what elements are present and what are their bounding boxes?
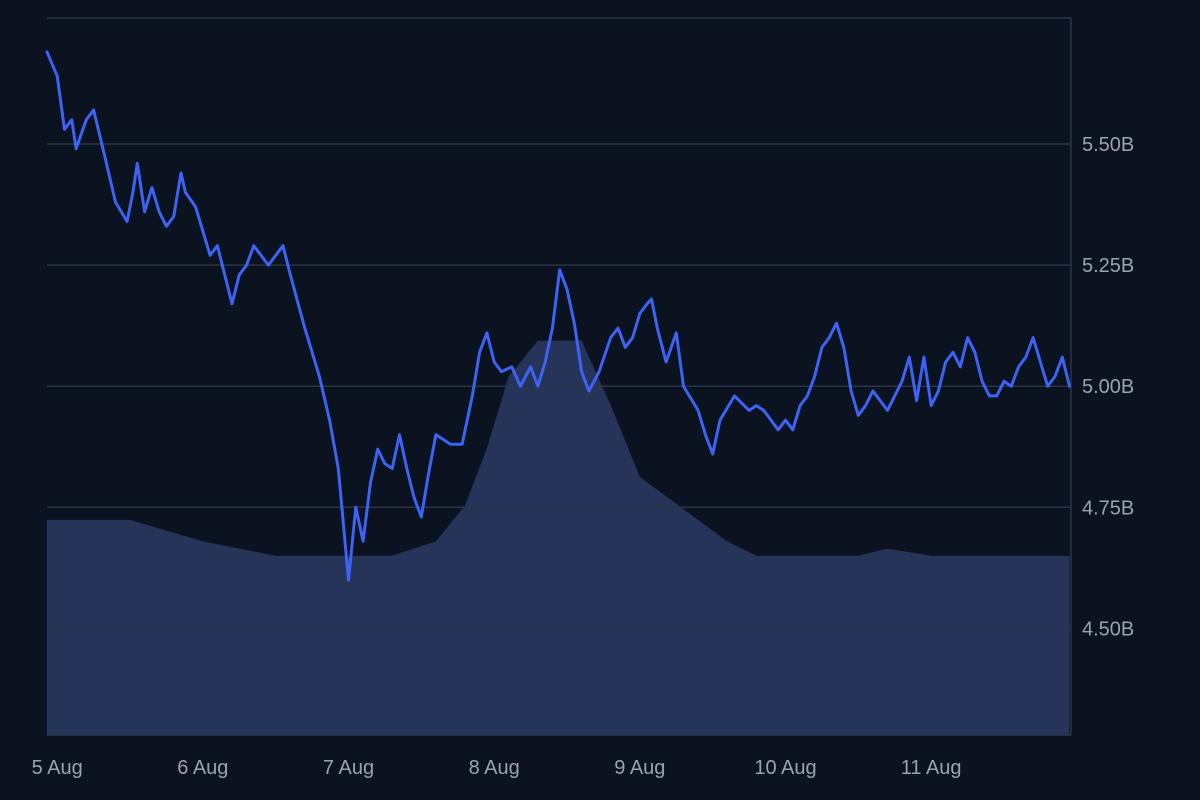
- grid-layer: [47, 17, 1072, 736]
- x-tick-label: 5 Aug: [32, 757, 83, 779]
- y-tick-label: 5.00B: [1082, 376, 1134, 398]
- series-line: [45, 50, 1071, 582]
- y-tick-label: 5.50B: [1082, 134, 1134, 156]
- x-tick-label: 9 Aug: [614, 757, 665, 779]
- line-layer: [45, 50, 1071, 582]
- y-tick-label: 5.25B: [1082, 255, 1134, 277]
- x-tick-label: 11 Aug: [901, 757, 962, 779]
- x-tick-label: 6 Aug: [177, 757, 228, 779]
- volume-area: [47, 340, 1070, 735]
- x-tick-label: 8 Aug: [469, 757, 520, 779]
- y-tick-label: 4.75B: [1082, 497, 1134, 519]
- x-tick-label: 10 Aug: [754, 757, 816, 779]
- y-tick-label: 4.50B: [1082, 618, 1134, 640]
- volume-layer: [47, 340, 1070, 735]
- x-tick-label: 7 Aug: [323, 757, 374, 779]
- axis-layer: 5.50B 5.25B 5.00B 4.75B 4.50B 5 Aug 6 Aug 7 Aug…: [32, 134, 1135, 779]
